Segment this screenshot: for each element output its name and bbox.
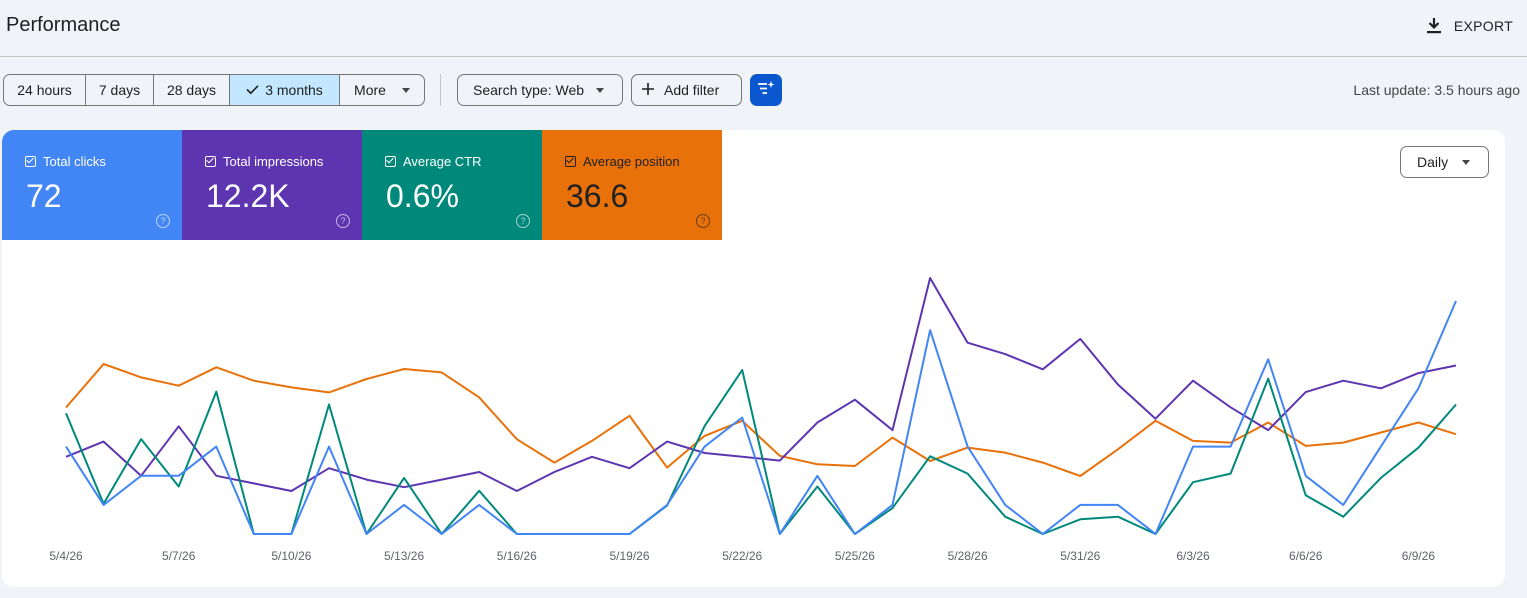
search-type-dropdown[interactable]: Search type: Web <box>457 74 623 106</box>
ai-filter-button[interactable] <box>750 74 782 106</box>
export-button[interactable]: EXPORT <box>1426 12 1513 40</box>
metric-average-position[interactable]: Average position 36.6 ? <box>542 130 722 240</box>
series-line-clicks <box>65 300 1457 535</box>
help-icon[interactable]: ? <box>516 214 530 228</box>
series-line-position <box>65 363 1457 477</box>
sparkle-filter-icon <box>757 80 775 101</box>
metric-total-impressions[interactable]: Total impressions 12.2K ? <box>182 130 362 240</box>
last-update-text: Last update: 3.5 hours ago <box>1353 82 1520 98</box>
check-icon <box>246 82 259 98</box>
download-icon <box>1426 17 1442 35</box>
x-tick-label: 6/3/26 <box>1176 549 1210 563</box>
toolbar: 24 hours 7 days 28 days 3 months More Se… <box>0 74 1527 106</box>
date-range-selector: 24 hours 7 days 28 days 3 months More <box>3 74 425 106</box>
checkbox-checked-icon <box>565 156 576 167</box>
range-24-hours[interactable]: 24 hours <box>4 75 86 105</box>
x-tick-label: 5/10/26 <box>271 549 311 563</box>
checkbox-checked-icon <box>25 156 36 167</box>
range-28-days[interactable]: 28 days <box>154 75 230 105</box>
toolbar-divider <box>440 74 441 106</box>
metric-average-ctr[interactable]: Average CTR 0.6% ? <box>362 130 542 240</box>
x-tick-label: 5/22/26 <box>722 549 762 563</box>
chevron-down-icon <box>596 87 605 93</box>
plus-icon <box>642 82 654 98</box>
chevron-down-icon <box>401 87 410 93</box>
granularity-dropdown[interactable]: Daily <box>1400 146 1489 178</box>
performance-chart: 5/4/26 5/7/26 5/10/26 5/13/26 5/16/26 5/19/26… <box>49 277 1457 563</box>
help-icon[interactable]: ? <box>336 214 350 228</box>
x-tick-label: 5/4/26 <box>49 549 83 563</box>
x-tick-label: 5/31/26 <box>1060 549 1100 563</box>
x-tick-label: 5/25/26 <box>835 549 875 563</box>
series-line-impressions <box>65 277 1457 492</box>
help-icon[interactable]: ? <box>696 214 710 228</box>
x-tick-label: 6/9/26 <box>1402 549 1436 563</box>
x-tick-label: 6/6/26 <box>1289 549 1323 563</box>
help-icon[interactable]: ? <box>156 214 170 228</box>
range-7-days[interactable]: 7 days <box>86 75 154 105</box>
x-tick-label: 5/13/26 <box>384 549 424 563</box>
chevron-down-icon <box>1462 159 1471 165</box>
x-tick-label: 5/28/26 <box>948 549 988 563</box>
page-title: Performance <box>6 14 121 36</box>
x-tick-label: 5/19/26 <box>609 549 649 563</box>
range-3-months[interactable]: 3 months <box>230 75 340 105</box>
export-label: EXPORT <box>1453 18 1513 34</box>
checkbox-checked-icon <box>205 156 216 167</box>
x-tick-label: 5/7/26 <box>162 549 196 563</box>
metric-total-clicks[interactable]: Total clicks 72 ? <box>2 130 182 240</box>
range-more[interactable]: More <box>340 75 424 105</box>
x-tick-label: 5/16/26 <box>497 549 537 563</box>
performance-card: 5/4/26 5/7/26 5/10/26 5/13/26 5/16/26 5/19/26… <box>2 130 1505 587</box>
page-header: Performance EXPORT <box>0 0 1527 57</box>
checkbox-checked-icon <box>385 156 396 167</box>
series-line-ctr <box>65 369 1457 535</box>
add-filter-button[interactable]: Add filter <box>631 74 742 106</box>
